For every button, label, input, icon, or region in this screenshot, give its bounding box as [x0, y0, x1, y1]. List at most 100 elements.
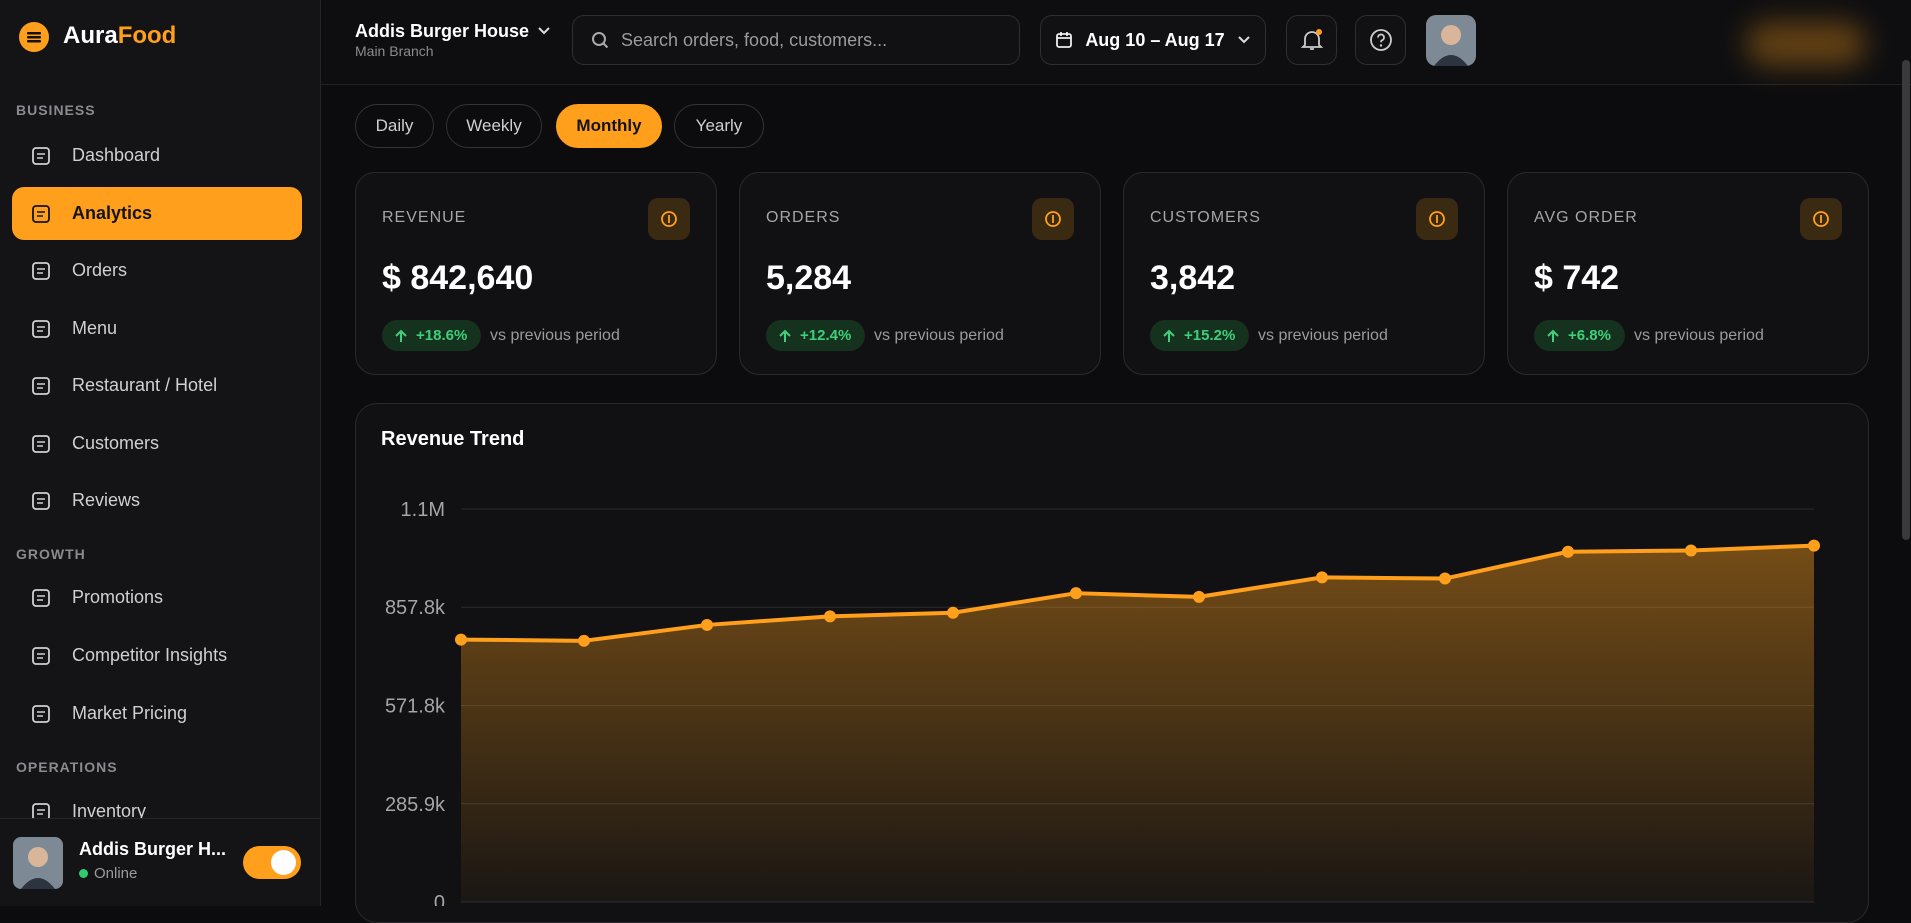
nav-item[interactable]: Competitor Insights — [12, 629, 302, 682]
nav-item[interactable]: Market Pricing — [12, 687, 302, 740]
point — [1439, 572, 1451, 585]
kpi-card: ORDERS 5,284 +12.4% vs previous period — [739, 172, 1101, 375]
icon — [1429, 211, 1445, 227]
line — [460, 543, 1815, 643]
nav-icon — [32, 434, 50, 453]
tab[interactable]: Yearly — [674, 104, 764, 148]
profile-status: Online — [94, 865, 138, 882]
icon — [661, 211, 677, 227]
point — [1808, 539, 1820, 552]
tab[interactable]: Monthly — [556, 104, 662, 148]
scrollbar — [1902, 60, 1910, 540]
kpi-note: vs previous period — [1634, 327, 1764, 344]
nav-label: Menu — [72, 318, 118, 338]
section-title: OPERATIONS — [16, 759, 118, 775]
help-icon — [1369, 29, 1392, 51]
point — [1070, 587, 1082, 600]
icon — [1813, 211, 1829, 227]
point — [824, 610, 836, 623]
kpi-card: CUSTOMERS 3,842 +15.2% vs previous period — [1123, 172, 1485, 375]
kpi-value: $ 842,640 — [382, 259, 534, 297]
kpi-change: +6.8% — [1534, 320, 1625, 351]
kpi-value: $ 742 — [1534, 259, 1620, 297]
tab[interactable]: Weekly — [446, 104, 542, 148]
nav-label: Competitor Insights — [72, 645, 228, 665]
date-picker[interactable]: Aug 10 – Aug 17 — [1040, 15, 1266, 65]
nav-icon — [32, 376, 50, 395]
notifications-button[interactable] — [1286, 15, 1337, 65]
brand-accent: Food — [117, 22, 177, 49]
nav-item[interactable]: Promotions — [12, 571, 302, 624]
nav-label: Restaurant / Hotel — [72, 375, 218, 395]
point — [455, 633, 467, 646]
point — [701, 618, 713, 631]
kpi-change: +18.6% — [382, 320, 482, 351]
nav-icon — [32, 646, 50, 665]
status-dot — [79, 869, 88, 878]
search-icon — [592, 32, 609, 49]
nav-item[interactable]: Restaurant / Hotel — [12, 359, 302, 412]
nav-label: Dashboard — [72, 145, 161, 165]
nav-icon — [32, 704, 50, 723]
point — [1562, 545, 1574, 558]
avatar — [13, 837, 63, 889]
kpi-value: 5,284 — [766, 259, 852, 297]
online-toggle[interactable] — [243, 846, 301, 879]
brand-primary: Aura — [63, 22, 118, 49]
chart: Revenue Trend 0 285.9k 571.8k 857.8k 1.1M — [381, 428, 1820, 906]
nav-item[interactable]: Reviews — [12, 474, 302, 527]
nav-label: Market Pricing — [72, 703, 188, 723]
point — [1193, 590, 1205, 603]
nav-item[interactable]: Menu — [12, 302, 302, 355]
kpi-label: ORDERS — [766, 209, 841, 226]
logo-icon — [19, 22, 49, 52]
kpi-icon — [648, 198, 690, 240]
nav-icon — [32, 146, 50, 165]
nav-label: Promotions — [72, 587, 164, 607]
kpi-note: vs previous period — [874, 327, 1004, 344]
kpi-change-text: +15.2% — [1184, 327, 1236, 344]
nav-icon — [32, 261, 50, 280]
nav-item[interactable]: Customers — [12, 417, 302, 470]
help-button[interactable] — [1355, 15, 1406, 65]
tab[interactable]: Daily — [355, 104, 434, 148]
y-tick-label: 0 — [434, 892, 445, 906]
kpi-change-text: +18.6% — [416, 327, 468, 344]
point — [1316, 571, 1328, 584]
kpi-label: REVENUE — [382, 209, 467, 226]
nav-item[interactable]: Inventory — [12, 785, 302, 838]
nav-icon — [32, 319, 50, 338]
up-arrow — [1547, 329, 1559, 342]
kpi-label: CUSTOMERS — [1150, 209, 1261, 226]
nav-item[interactable]: Orders — [12, 244, 302, 297]
nav-icon — [32, 204, 50, 223]
kpi-icon — [1416, 198, 1458, 240]
logo-text: AuraFood — [63, 22, 176, 50]
chart-title: Revenue Trend — [381, 428, 524, 450]
search-box[interactable]: Search orders, food, customers... — [572, 15, 1020, 65]
date-range: Aug 10 – Aug 17 — [1085, 29, 1225, 50]
sidebar: AuraFood BUSINESS Dashboard Analytics Order… — [0, 0, 321, 906]
y-tick-label: 1.1M — [401, 499, 445, 521]
glow — [1746, 22, 1866, 66]
sidebar-footer: Addis Burger H... Online — [0, 818, 320, 906]
up-arrow — [395, 329, 407, 342]
nav-item[interactable]: Analytics — [12, 187, 302, 240]
nav-label: Customers — [72, 433, 160, 453]
profile-name: Addis Burger H... — [79, 839, 227, 859]
user-avatar[interactable] — [1426, 15, 1476, 66]
bell-icon — [1300, 29, 1323, 50]
kpi-change-text: +12.4% — [800, 327, 852, 344]
nav-item[interactable]: Dashboard — [12, 129, 302, 182]
point — [947, 606, 959, 619]
kpi-note: vs previous period — [1258, 327, 1388, 344]
restaurant-name[interactable]: Addis Burger House — [355, 21, 530, 41]
y-tick-label: 857.8k — [385, 597, 446, 619]
point — [1685, 544, 1697, 557]
kpi-card: REVENUE $ 842,640 +18.6% vs previous period — [355, 172, 717, 375]
nav-label: Analytics — [72, 203, 153, 223]
kpi-change-text: +6.8% — [1568, 327, 1611, 344]
section-title: GROWTH — [16, 546, 86, 562]
up-arrow — [1163, 329, 1175, 342]
